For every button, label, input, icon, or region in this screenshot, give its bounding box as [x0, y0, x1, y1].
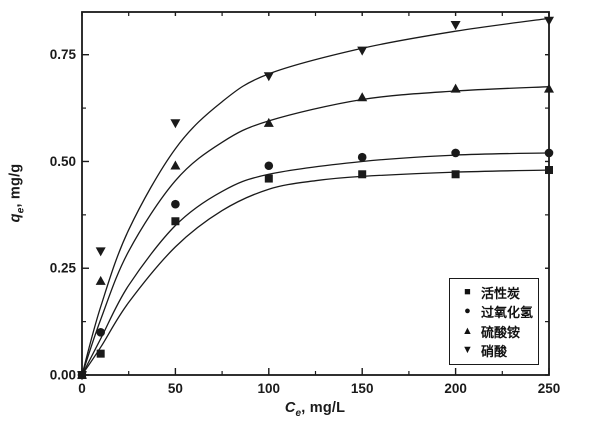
legend-item-activated-carbon: ■ 活性炭 [461, 283, 536, 302]
series-curve-triangle-up [81, 86, 550, 376]
legend-label: 硫酸铵 [481, 324, 521, 340]
data-point-circle [171, 199, 180, 209]
data-point-triangle-up [450, 83, 461, 93]
y-tick-label: 0.25 [50, 261, 77, 276]
x-tick-label: 50 [168, 381, 183, 396]
data-point-square [358, 170, 367, 179]
data-point-circle [96, 327, 105, 337]
data-point-circle [357, 152, 367, 162]
x-tick-label: 150 [351, 381, 374, 396]
y-tick-label: 0.75 [50, 47, 77, 62]
y-axis-symbol: q [7, 213, 24, 223]
y-axis-label: qe, mg/g [8, 164, 27, 223]
legend-item-nitric-acid: ▼ 硝酸 [461, 341, 536, 360]
x-tick-label: 0 [78, 381, 86, 396]
legend-label: 硝酸 [481, 344, 508, 360]
data-point-square [451, 170, 460, 179]
data-point-triangle-down [263, 72, 274, 82]
data-point-triangle-up [357, 92, 368, 102]
data-point-triangle-down [95, 247, 106, 257]
data-point-triangle-up [170, 160, 181, 170]
y-tick-label: 0.50 [50, 154, 76, 169]
data-point-circle [264, 161, 274, 171]
data-point-square [171, 217, 180, 226]
data-point-triangle-up [95, 275, 106, 285]
triangle-up-marker-icon: ▲ [462, 324, 473, 337]
data-point-circle [451, 148, 460, 158]
x-tick-label: 100 [258, 381, 281, 396]
legend-item-ammonium-sulfate: ▲ 硫酸铵 [461, 322, 536, 341]
x-tick-label: 200 [444, 381, 467, 396]
series-curve-circle [81, 152, 550, 376]
circle-marker-icon: ● [464, 305, 471, 318]
data-point-triangle-up [263, 117, 274, 127]
y-axis-unit: , mg/g [7, 163, 24, 208]
data-point-triangle-down [357, 46, 368, 56]
data-point-triangle-down [170, 119, 181, 129]
data-point-triangle-down [450, 21, 461, 31]
data-point-square [264, 174, 273, 183]
data-point-square [96, 349, 105, 358]
legend: ■ 活性炭 ● 过氧化氢 ▲ 硫酸铵 ▼ 硝酸 [449, 278, 539, 365]
series-curve-square [81, 169, 550, 376]
square-marker-icon: ■ [464, 285, 471, 298]
x-axis-subscript: e [295, 407, 302, 419]
y-tick-label: 0.00 [50, 368, 76, 383]
y-axis-subscript: e [15, 207, 27, 214]
legend-label: 活性炭 [481, 285, 521, 301]
x-tick-label: 250 [538, 381, 561, 396]
legend-item-hydrogen-peroxide: ● 过氧化氢 [461, 302, 536, 321]
legend-label: 过氧化氢 [481, 305, 534, 321]
x-axis-label: Ce, mg/L [285, 400, 345, 419]
x-axis-symbol: C [284, 400, 296, 416]
x-axis-unit: , mg/L [301, 400, 346, 416]
series-curve-triangle-down [81, 17, 550, 376]
triangle-down-marker-icon: ▼ [462, 344, 473, 357]
